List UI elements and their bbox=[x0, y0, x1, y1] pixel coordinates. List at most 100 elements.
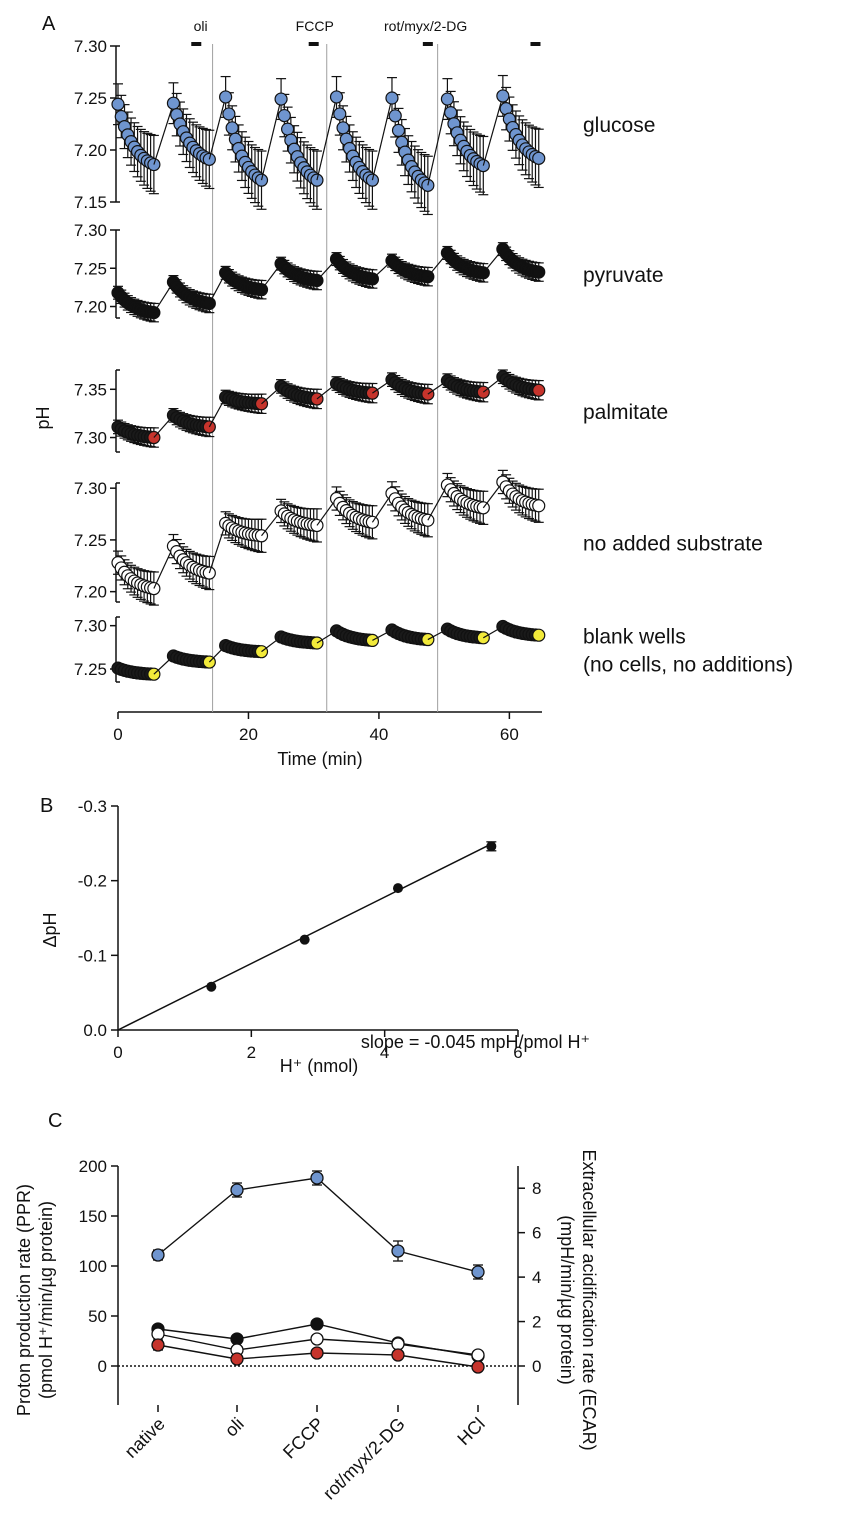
panel-c-x-tick-label: native bbox=[121, 1414, 169, 1462]
panel-c-ylabel-left-line2: (pmol H⁺/min/µg protein) bbox=[36, 1201, 56, 1399]
panel-a-series-label: pyruvate bbox=[583, 264, 664, 287]
panel-a-connector bbox=[316, 96, 338, 181]
panel-a-data-point bbox=[274, 92, 288, 106]
panel-a-connector bbox=[482, 95, 504, 166]
panel-a-series-label: blank wells bbox=[583, 626, 686, 649]
panel-c-data-point bbox=[391, 1337, 405, 1351]
panel-a-connector bbox=[208, 96, 227, 160]
panel-a-series-label: palmitate bbox=[583, 401, 668, 424]
panel-a-ylabel: pH bbox=[33, 406, 53, 429]
panel-a-connector bbox=[371, 97, 393, 181]
panel-c-x-tick-label: oli bbox=[221, 1414, 248, 1441]
panel-a-y-tick-label: 7.20 bbox=[74, 298, 107, 317]
panel-c-series-line bbox=[157, 1177, 479, 1273]
panel-b-data-point bbox=[206, 981, 217, 992]
panel-a-series-label: no added substrate bbox=[583, 533, 763, 556]
panel-a-y-tick-label: 7.25 bbox=[74, 531, 107, 550]
panel-a-data-point bbox=[111, 97, 125, 111]
panel-a-data-point bbox=[281, 122, 295, 136]
panel-c-data-point bbox=[391, 1348, 405, 1362]
panel-c-y-tick-label: 50 bbox=[88, 1307, 107, 1326]
panel-c-data-point bbox=[151, 1248, 165, 1262]
panel-b-xlabel: H⁺ (nmol) bbox=[280, 1056, 359, 1076]
panel-b-y-tick-label: -0.1 bbox=[78, 946, 107, 965]
panel-a-y-tick-label: 7.30 bbox=[74, 37, 107, 56]
panel-c-y2-tick-label: 4 bbox=[532, 1268, 541, 1287]
panel-a-data-point bbox=[388, 109, 402, 123]
panel-a-y-tick-label: 7.30 bbox=[74, 221, 107, 240]
panel-a-data-point bbox=[440, 92, 455, 106]
panel-a-x-tick-label: 20 bbox=[239, 725, 258, 744]
panel-c-ylabel-left-line1: Proton production rate (PPR) bbox=[14, 1184, 34, 1416]
panel-a-data-point bbox=[385, 91, 399, 105]
panel-a-data-point bbox=[532, 265, 546, 279]
panel-c-ylabel-right-line2: (mpH/min/µg protein) bbox=[557, 1215, 577, 1384]
panel-c-y2-tick-label: 8 bbox=[532, 1179, 541, 1198]
panel-a-data-point bbox=[444, 106, 458, 120]
panel-a-data-point bbox=[532, 628, 546, 642]
panel-b-y-tick-label: -0.2 bbox=[78, 872, 107, 891]
panel-letter-b: B bbox=[40, 795, 53, 817]
panel-b-data-point bbox=[393, 883, 403, 894]
panel-b-x-tick-label: 6 bbox=[513, 1043, 522, 1062]
panel-a-y-tick-label: 7.30 bbox=[74, 479, 107, 498]
panel-b-x-tick-label: 0 bbox=[113, 1043, 122, 1062]
panel-c-data-point bbox=[151, 1338, 165, 1352]
panel-c-y2-tick-label: 6 bbox=[532, 1224, 541, 1243]
panel-c-y-tick-label: 200 bbox=[79, 1157, 107, 1176]
panel-b-data-point bbox=[486, 841, 497, 852]
panel-c-data-point bbox=[230, 1352, 244, 1366]
panel-b-y-tick-label: 0.0 bbox=[83, 1021, 107, 1040]
panel-c-data-point bbox=[230, 1183, 244, 1197]
panel-a-series-label: (no cells, no additions) bbox=[583, 654, 793, 677]
panel-c-y-tick-label: 150 bbox=[79, 1207, 107, 1226]
panel-a-data-point bbox=[336, 121, 350, 135]
panel-a-data-point bbox=[496, 89, 510, 103]
panel-a-y-tick-label: 7.20 bbox=[74, 583, 107, 602]
panel-a-injection-marker bbox=[308, 42, 319, 46]
panel-a-data-point bbox=[219, 90, 233, 104]
panel-a-series-label: glucose bbox=[583, 114, 655, 137]
panel-c-data-point bbox=[310, 1346, 324, 1360]
panel-a-data-point bbox=[532, 151, 546, 165]
panel-c-data-point bbox=[471, 1265, 485, 1279]
panel-letter-c: C bbox=[48, 1110, 62, 1132]
panel-a-data-point bbox=[222, 107, 236, 121]
panel-c-data-point bbox=[310, 1317, 324, 1331]
panel-a-connector bbox=[153, 545, 174, 589]
panel-a-injection-label: rot/myx/2-DG bbox=[384, 18, 467, 34]
panel-a-injection-marker bbox=[530, 42, 541, 46]
panel-a-injection-marker bbox=[191, 42, 202, 46]
panel-c-data-point bbox=[151, 1327, 165, 1341]
panel-c-data-point bbox=[310, 1171, 324, 1185]
panel-b-x-tick-label: 4 bbox=[380, 1043, 389, 1062]
panel-a-connector bbox=[260, 98, 282, 181]
panel-a-x-tick-label: 60 bbox=[500, 725, 519, 744]
panel-a-x-tick-label: 0 bbox=[113, 725, 122, 744]
panel-c-data-point bbox=[230, 1332, 244, 1346]
panel-a-y-tick-label: 7.25 bbox=[74, 259, 107, 278]
panel-b-data-point bbox=[299, 934, 310, 945]
panel-a-y-tick-label: 7.30 bbox=[74, 617, 107, 636]
panel-a-injection-label: FCCP bbox=[296, 18, 334, 34]
panel-c-ylabel-right-line1: Extracellular acidification rate (ECAR) bbox=[579, 1149, 599, 1450]
panel-c-y2-tick-label: 0 bbox=[532, 1357, 541, 1376]
panel-a-data-point bbox=[277, 108, 291, 123]
panel-b-slope-annotation: slope = -0.045 mpH/pmol H⁺ bbox=[361, 1032, 590, 1052]
panel-b-ylabel: ΔpH bbox=[40, 912, 60, 947]
panel-a-y-tick-label: 7.30 bbox=[74, 429, 107, 448]
panel-a-data-point bbox=[166, 96, 181, 110]
panel-a-connector bbox=[153, 103, 175, 165]
panel-letter-a: A bbox=[42, 13, 56, 35]
panel-a-injection-label: oli bbox=[194, 18, 208, 34]
panel-b-y-tick-label: -0.3 bbox=[78, 797, 107, 816]
panel-a-data-point bbox=[333, 107, 347, 121]
panel-a-y-tick-label: 7.25 bbox=[74, 89, 107, 108]
panel-c-data-point bbox=[391, 1244, 405, 1258]
panel-a-data-point bbox=[532, 499, 546, 513]
panel-a-injection-marker bbox=[422, 42, 433, 46]
panel-c-y2-tick-label: 2 bbox=[532, 1313, 541, 1332]
panel-a-connector bbox=[208, 523, 227, 574]
panel-c-y-tick-label: 0 bbox=[98, 1357, 107, 1376]
panel-c-x-tick-label: rot/myx/2-DG bbox=[319, 1414, 409, 1504]
